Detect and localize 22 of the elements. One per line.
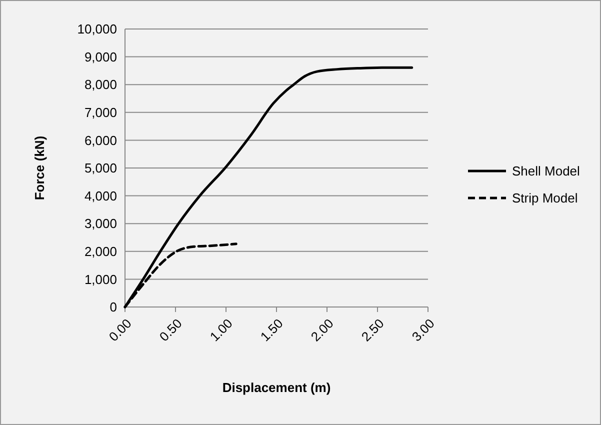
y-tick-label: 0 [110,300,117,315]
y-tick-label: 3,000 [84,216,117,232]
y-tick-label: 1,000 [84,272,117,287]
y-tick-label: 5,000 [84,160,117,176]
y-tick-label: 9,000 [84,49,117,64]
y-axis-title: Force (kN) [32,136,47,200]
x-tick-label: 3.00 [408,316,438,344]
y-tick-label: 4,000 [84,188,117,204]
x-axis-title: Displacement (m) [222,380,331,395]
x-tick-label: 1.50 [257,316,286,344]
x-tick-label: 0.50 [156,316,185,344]
legend-label: Shell Model [512,164,580,179]
legend-label: Strip Model [512,190,578,206]
y-tick-label: 10,000 [77,22,117,37]
y-tick-label: 7,000 [84,104,117,120]
x-tick-label: 0.00 [106,316,134,344]
y-tick-label: 2,000 [84,244,117,259]
y-tick-label: 8,000 [84,77,117,92]
y-tick-label: 6,000 [84,132,117,148]
x-tick-label: 2.50 [358,316,387,344]
x-tick-label: 1.00 [206,316,236,344]
x-tick-label: 2.00 [308,316,336,344]
